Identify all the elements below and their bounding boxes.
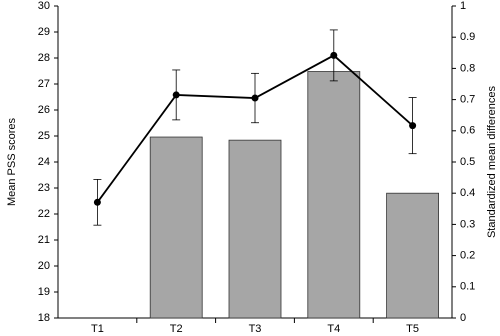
point — [172, 91, 180, 99]
y2-tick-label: 0.6 — [460, 125, 475, 137]
x-tick-label: T2 — [170, 323, 183, 335]
y2-tick-label: 0.3 — [460, 218, 475, 230]
y2-tick-label: 0 — [460, 312, 466, 324]
y-tick-label: 21 — [38, 234, 50, 246]
y-tick-label: 28 — [38, 52, 50, 64]
point — [330, 51, 338, 59]
x-tick-label: T3 — [249, 323, 262, 335]
y2-tick-label: 0.8 — [460, 62, 475, 74]
point — [409, 122, 417, 130]
y-tick-label: 25 — [38, 130, 50, 142]
y-tick-label: 23 — [38, 182, 50, 194]
y-tick-label: 19 — [38, 286, 50, 298]
bar — [149, 136, 203, 319]
y2-tick-label: 0.7 — [460, 94, 475, 106]
y2-axis-label: Standardized mean differences — [486, 85, 498, 238]
y-tick-label: 18 — [38, 312, 50, 324]
x-tick-label: T5 — [406, 323, 419, 335]
y-tick-label: 24 — [38, 156, 50, 168]
x-tick-label: T1 — [91, 323, 104, 335]
y-axis-label: Mean PSS scores — [6, 117, 18, 206]
y-tick-label: 30 — [38, 0, 50, 12]
y2-tick-label: 0.5 — [460, 156, 475, 168]
y-tick-label: 27 — [38, 78, 50, 90]
point — [93, 198, 101, 206]
y-tick-label: 29 — [38, 26, 50, 38]
y2-tick-label: 1 — [460, 0, 466, 12]
bar — [386, 192, 440, 319]
y2-tick-label: 0.4 — [460, 187, 475, 199]
y-tick-label: 22 — [38, 208, 50, 220]
y-tick-label: 26 — [38, 104, 50, 116]
y-tick-label: 20 — [38, 260, 50, 272]
y2-tick-label: 0.1 — [460, 281, 475, 293]
bar — [228, 139, 282, 319]
bar — [307, 71, 361, 319]
y2-tick-label: 0.9 — [460, 31, 475, 43]
y2-tick-label: 0.2 — [460, 250, 475, 262]
x-tick-label: T4 — [327, 323, 340, 335]
point — [251, 94, 259, 102]
